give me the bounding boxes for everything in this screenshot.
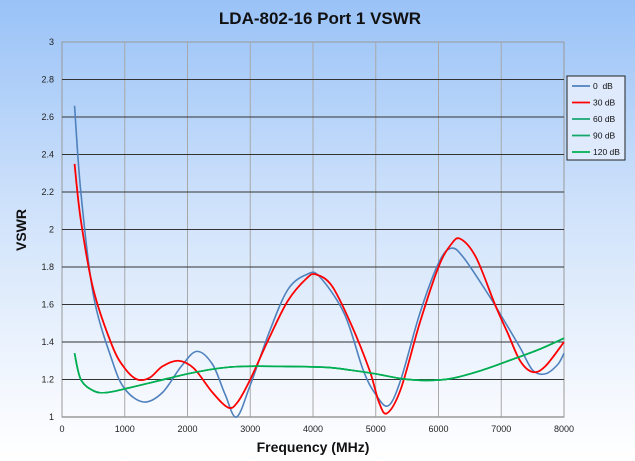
x-tick-label: 4000 xyxy=(303,424,323,434)
x-tick-label: 6000 xyxy=(428,424,448,434)
series-line-0db xyxy=(73,105,565,418)
legend-label: 120 dB xyxy=(593,147,620,157)
series-line-60db xyxy=(73,337,565,394)
x-tick-label: 1000 xyxy=(115,424,135,434)
y-tick-label: 2 xyxy=(49,225,54,235)
y-tick-label: 2.6 xyxy=(41,112,54,122)
legend-label: 60 dB xyxy=(593,114,616,124)
y-tick-label: 2.4 xyxy=(41,150,54,160)
legend-box xyxy=(566,75,626,161)
y-tick-label: 1.6 xyxy=(41,300,54,310)
series-line-30db xyxy=(73,163,565,415)
x-tick-label: 0 xyxy=(59,424,64,434)
y-tick-label: 1.2 xyxy=(41,375,54,385)
y-tick-label: 1.8 xyxy=(41,262,54,272)
series-line-90db xyxy=(73,337,565,394)
y-tick-label: 2.8 xyxy=(41,75,54,85)
x-tick-label: 8000 xyxy=(554,424,574,434)
y-tick-label: 3 xyxy=(49,37,54,47)
legend-label: 30 dB xyxy=(593,98,616,108)
y-axis-label: VSWR xyxy=(13,209,29,251)
x-tick-label: 2000 xyxy=(177,424,197,434)
y-tick-label: 1.4 xyxy=(41,337,54,347)
y-tick-label: 2.2 xyxy=(41,187,54,197)
x-tick-label: 7000 xyxy=(491,424,511,434)
legend-label: 90 dB xyxy=(593,131,616,141)
x-axis-label: Frequency (MHz) xyxy=(257,439,370,455)
series-line-120db xyxy=(73,337,565,394)
x-tick-label: 3000 xyxy=(240,424,260,434)
legend-label: 0 dB xyxy=(593,81,613,91)
legend: 0 dB 30 dB 60 dB 90 dB 120 dB xyxy=(566,75,626,161)
x-tick-label: 5000 xyxy=(366,424,386,434)
chart-title: LDA-802-16 Port 1 VSWR xyxy=(219,9,421,28)
y-tick-label: 1 xyxy=(49,412,54,422)
